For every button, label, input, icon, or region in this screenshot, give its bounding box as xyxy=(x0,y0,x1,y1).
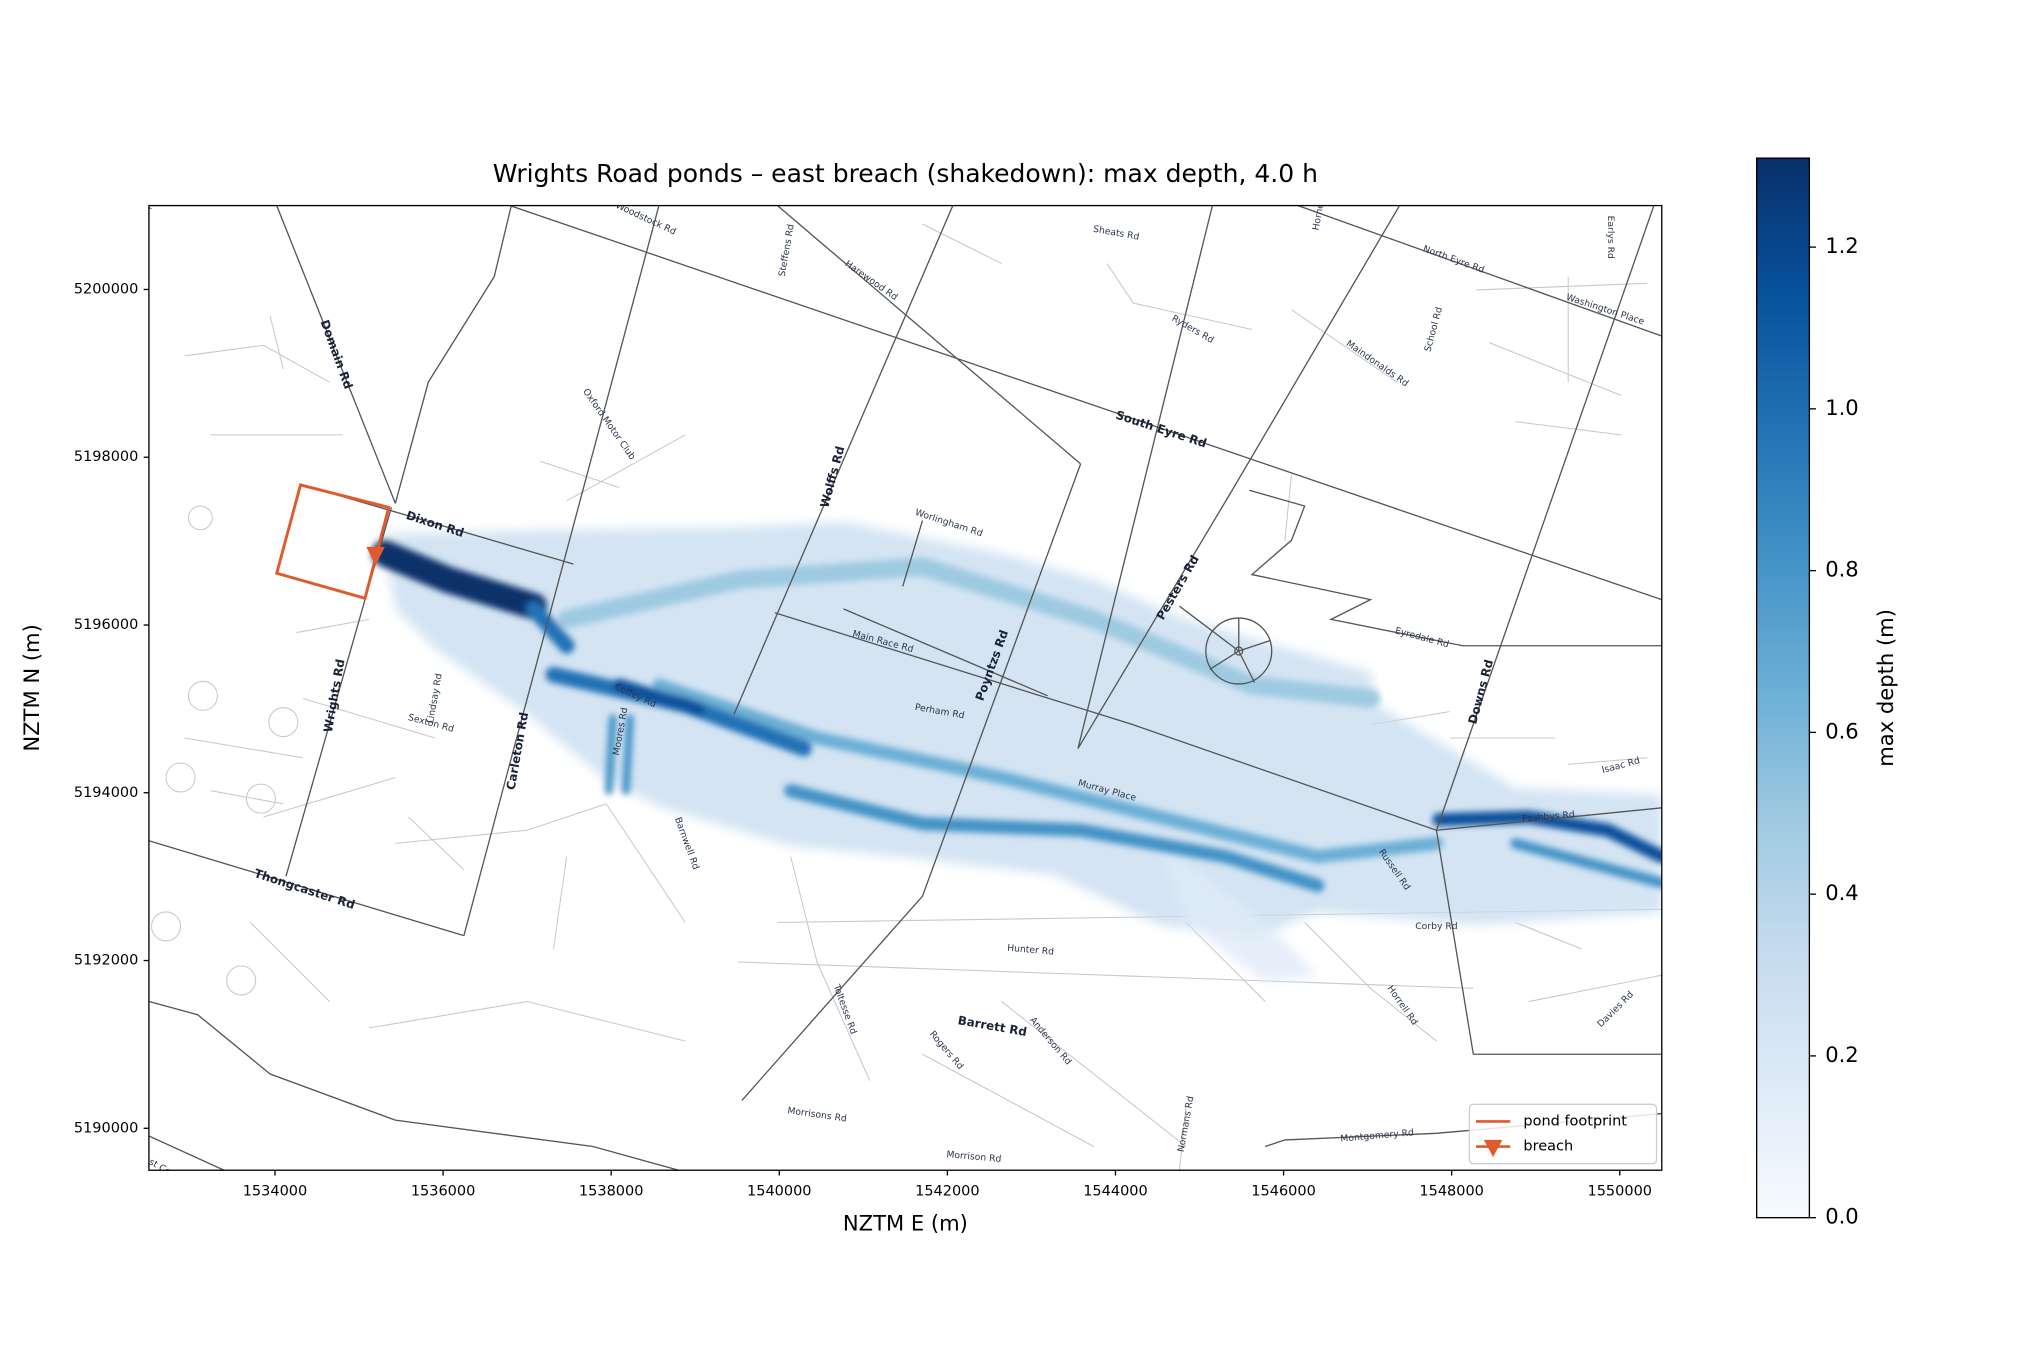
road-label: North Eyre Rd xyxy=(1421,243,1485,275)
legend-label: pond footprint xyxy=(1523,1113,1627,1129)
breach-marker xyxy=(366,546,385,566)
minor-roads xyxy=(151,223,1662,1171)
road-label: Isaac Rd xyxy=(1601,755,1642,776)
colorbar-label: max depth (m) xyxy=(1873,609,1898,767)
colorbar-tick-label: 0.6 xyxy=(1825,718,1859,743)
colorbar-tick-label: 1.0 xyxy=(1825,395,1859,420)
road-label: Harewood Rd xyxy=(843,258,900,302)
colorbar-tick-label: 0.4 xyxy=(1825,880,1859,905)
road-label: Ryders Rd xyxy=(1170,313,1216,346)
flood-channels xyxy=(371,540,1662,893)
colorbar-tick-label: 0.0 xyxy=(1825,1204,1859,1229)
pond-footprint xyxy=(274,483,391,601)
x-tick-label: 1550000 xyxy=(1588,1183,1653,1199)
y-tick-label: 5194000 xyxy=(74,785,139,801)
x-tick-label: 1534000 xyxy=(243,1183,308,1199)
x-tick-label: 1544000 xyxy=(1083,1183,1148,1199)
flood-extent xyxy=(382,521,1662,982)
chart-title: Wrights Road ponds – east breach (shaked… xyxy=(493,159,1318,188)
road-label: Domain Rd xyxy=(318,318,356,391)
y-tick-label: 5200000 xyxy=(74,281,139,297)
road-label: Hunter Rd xyxy=(1007,943,1055,958)
y-axis-label: NZTM N (m) xyxy=(19,624,44,751)
road-label: Old West Coast Rd xyxy=(118,1140,198,1192)
road-label: Morrisons Rd xyxy=(787,1105,848,1124)
x-tick-label: 1548000 xyxy=(1419,1183,1484,1199)
road-label: Wrights Rd xyxy=(321,658,348,734)
x-tick-label: 1542000 xyxy=(915,1183,980,1199)
legend-marker xyxy=(1483,1139,1503,1158)
legend-box xyxy=(1468,1103,1658,1165)
y-tick-label: 5196000 xyxy=(74,617,139,633)
road-label: Steffens Rd xyxy=(777,223,797,277)
y-tick-label: 5198000 xyxy=(74,449,139,465)
legend-label: breach xyxy=(1523,1139,1573,1155)
colorbar xyxy=(1756,157,1811,1219)
road-label: Normans Rd xyxy=(1176,1095,1197,1153)
x-tick-label: 1536000 xyxy=(411,1183,476,1199)
road-label: Eyredale Rd xyxy=(1394,625,1451,650)
road-label: Montgomery Rd xyxy=(1340,1127,1414,1144)
road-label: Anderson Rd xyxy=(1027,1015,1073,1067)
road-label: Davies Rd xyxy=(1595,989,1636,1030)
road-label: Maindonalds Rd xyxy=(1344,338,1411,389)
road-label: Barnwell Rd xyxy=(672,816,701,872)
road-label: Rogers Rd xyxy=(927,1029,966,1072)
legend: pond footprint breach xyxy=(1468,1103,1658,1165)
road-label: Worlingham Rd xyxy=(914,507,985,539)
colorbar-tick-label: 1.2 xyxy=(1825,233,1859,258)
road-label: Earlys Rd xyxy=(1605,216,1616,259)
road-label: Corby Rd xyxy=(1415,921,1458,932)
axes-frame xyxy=(148,204,1663,1171)
x-axis-label: NZTM E (m) xyxy=(843,1210,968,1235)
road-label: Oxford Motor Club xyxy=(580,387,637,462)
colorbar-tick-label: 0.8 xyxy=(1825,557,1859,582)
x-tick-label: 1546000 xyxy=(1251,1183,1316,1199)
major-roads xyxy=(148,205,1662,1171)
road-label: Morrison Rd xyxy=(946,1149,1002,1165)
colorbar-tick-label: 0.2 xyxy=(1825,1042,1859,1067)
road-label: Toltesse Rd xyxy=(830,982,859,1036)
y-tick-label: 5192000 xyxy=(74,953,139,969)
y-tick-label: 5190000 xyxy=(74,1120,139,1136)
road-label: Carleton Rd xyxy=(504,711,531,791)
road-label: Washington Place xyxy=(1565,292,1646,328)
road-label: Downs Rd xyxy=(1465,658,1496,726)
road-label: Sheats Rd xyxy=(1092,224,1140,243)
road-label: Pashbys Rd xyxy=(1522,809,1576,825)
x-tick-label: 1540000 xyxy=(747,1183,812,1199)
road-label: Barrett Rd xyxy=(957,1013,1028,1039)
road-label: Horrell Rd xyxy=(1385,984,1420,1028)
road-label: Wolffs Rd xyxy=(817,445,847,510)
road-label: Thongcaster Rd xyxy=(252,866,356,912)
road-label: Pesters Rd xyxy=(1154,553,1202,623)
road-label: School Rd xyxy=(1423,306,1446,353)
x-tick-label: 1538000 xyxy=(579,1183,644,1199)
